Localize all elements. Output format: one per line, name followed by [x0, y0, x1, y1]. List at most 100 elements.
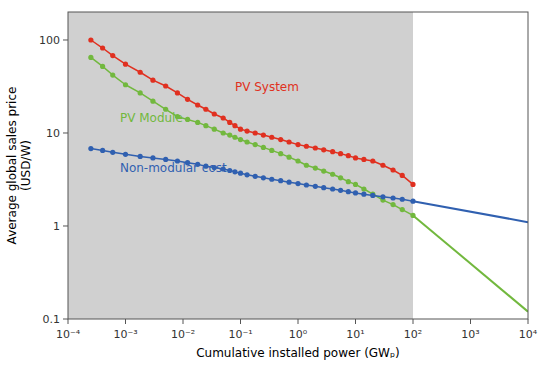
- point: [203, 123, 208, 128]
- tick-label: 10⁻¹: [228, 328, 252, 341]
- point: [269, 148, 274, 153]
- point: [232, 135, 237, 140]
- point: [185, 117, 190, 122]
- point: [232, 169, 237, 174]
- tick: [63, 225, 68, 226]
- point: [400, 207, 405, 212]
- point: [244, 172, 249, 177]
- tick: [63, 39, 68, 40]
- point: [400, 197, 405, 202]
- point: [286, 139, 291, 144]
- point: [244, 139, 249, 144]
- tick-label: 100: [39, 34, 60, 47]
- point: [361, 192, 366, 197]
- point: [353, 155, 358, 160]
- point: [313, 165, 318, 170]
- point: [321, 168, 326, 173]
- point: [88, 146, 93, 151]
- point: [410, 182, 415, 187]
- point: [269, 135, 274, 140]
- point: [150, 99, 155, 104]
- point: [100, 148, 105, 153]
- point: [286, 155, 291, 160]
- tick-label: 10⁻³: [113, 328, 137, 341]
- point: [278, 178, 283, 183]
- point: [203, 107, 208, 112]
- tick: [298, 319, 299, 324]
- point: [390, 167, 395, 172]
- point: [238, 171, 243, 176]
- point: [261, 175, 266, 180]
- point: [313, 145, 318, 150]
- tick-label: 10⁻²: [171, 328, 195, 341]
- point: [238, 137, 243, 142]
- point: [221, 130, 226, 135]
- point: [110, 53, 115, 58]
- point: [221, 115, 226, 120]
- tick: [240, 319, 241, 324]
- plot-background: [68, 12, 528, 319]
- point: [123, 82, 128, 87]
- y-axis-label: Average global sales price(USD/W): [5, 87, 33, 245]
- point: [212, 127, 217, 132]
- point: [304, 182, 309, 187]
- point: [88, 55, 93, 60]
- point: [380, 194, 385, 199]
- point: [286, 180, 291, 185]
- chart: 10⁻⁴10⁻³10⁻²10⁻¹10⁰10¹10²10³10⁴0.1110100…: [0, 0, 542, 365]
- point: [238, 127, 243, 132]
- point: [195, 120, 200, 125]
- point: [295, 158, 300, 163]
- point: [295, 181, 300, 186]
- series-line: [413, 201, 528, 222]
- point: [195, 102, 200, 107]
- tick-label: 10³: [461, 328, 479, 341]
- point: [110, 150, 115, 155]
- tick-label: 10⁴: [519, 328, 538, 341]
- tick: [528, 319, 529, 324]
- tick-label: 0.1: [43, 313, 61, 326]
- point: [123, 62, 128, 67]
- annotation: PV Module: [120, 111, 183, 125]
- point: [390, 195, 395, 200]
- point: [261, 132, 266, 137]
- point: [175, 90, 180, 95]
- plot-area: [68, 12, 528, 319]
- point: [346, 153, 351, 158]
- point: [295, 142, 300, 147]
- point: [346, 179, 351, 184]
- annotation: PV System: [235, 80, 299, 94]
- point: [253, 142, 258, 147]
- series-line: [413, 215, 528, 311]
- point: [313, 184, 318, 189]
- point: [227, 168, 232, 173]
- point: [321, 147, 326, 152]
- point: [370, 193, 375, 198]
- point: [353, 182, 358, 187]
- point: [278, 137, 283, 142]
- point: [110, 72, 115, 77]
- tick-label: 10: [46, 127, 60, 140]
- tick: [63, 319, 68, 320]
- tick-label: 10²: [404, 328, 422, 341]
- point: [330, 186, 335, 191]
- point: [338, 151, 343, 156]
- point: [227, 120, 232, 125]
- shaded-region: [68, 12, 413, 319]
- series-line: [91, 57, 413, 215]
- point: [370, 158, 375, 163]
- tick-label: 1: [53, 220, 60, 233]
- point: [138, 70, 143, 75]
- point: [253, 174, 258, 179]
- point: [261, 145, 266, 150]
- point: [353, 190, 358, 195]
- x-axis-label: Cumulative installed power (GWₚ): [196, 346, 400, 360]
- point: [330, 149, 335, 154]
- tick: [63, 132, 68, 133]
- point: [338, 188, 343, 193]
- point: [123, 152, 128, 157]
- point: [338, 175, 343, 180]
- series-line: [91, 149, 413, 202]
- series-line: [91, 40, 413, 184]
- tick: [183, 319, 184, 324]
